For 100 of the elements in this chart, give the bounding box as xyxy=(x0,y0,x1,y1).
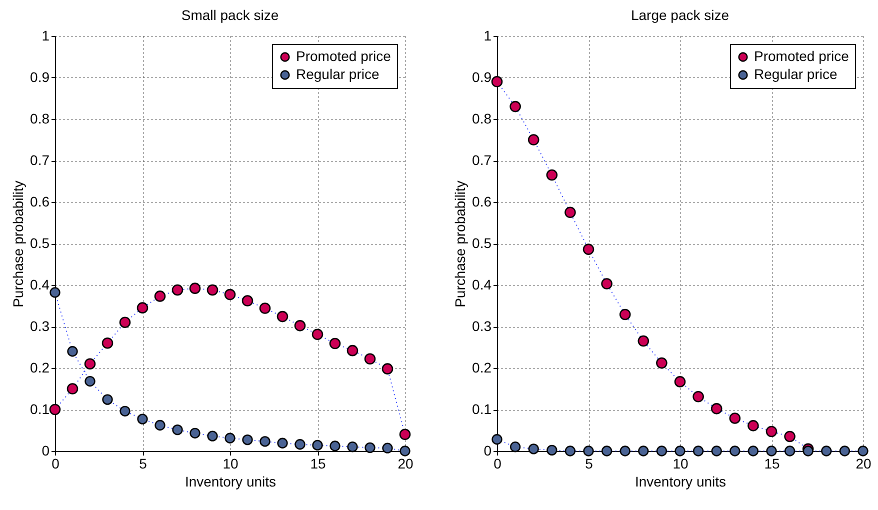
y-tick-label: 0.7 xyxy=(30,152,50,168)
y-tick-label: 0.6 xyxy=(472,194,492,210)
point xyxy=(259,302,271,314)
point xyxy=(364,442,376,454)
point xyxy=(583,446,594,456)
point xyxy=(242,295,254,306)
point xyxy=(638,335,650,347)
point xyxy=(766,446,777,456)
x-tick-label: 15 xyxy=(310,456,326,472)
point xyxy=(154,290,166,302)
point xyxy=(206,284,218,296)
point xyxy=(364,353,376,365)
y-tick-label: 1 xyxy=(484,28,492,44)
point xyxy=(400,446,410,456)
y-tick-label: 0.5 xyxy=(30,235,50,251)
point xyxy=(748,446,759,456)
point xyxy=(312,328,324,340)
point xyxy=(582,244,594,255)
x-tick-label: 20 xyxy=(856,456,872,472)
point xyxy=(491,76,503,88)
point xyxy=(510,100,521,112)
point xyxy=(260,436,270,447)
point xyxy=(784,446,796,456)
point xyxy=(347,442,358,452)
legend-label: Promoted price xyxy=(296,48,392,64)
y-tick-label: 0.5 xyxy=(472,235,492,251)
point xyxy=(784,430,796,442)
point xyxy=(619,308,631,320)
point xyxy=(312,440,323,451)
y-tick-label: 0.3 xyxy=(30,318,50,334)
point xyxy=(120,406,130,416)
y-tick-label: 0.6 xyxy=(30,194,50,210)
x-axis-title: Inventory units xyxy=(184,474,276,490)
point xyxy=(656,357,668,369)
point xyxy=(710,403,722,414)
point xyxy=(224,288,236,300)
point xyxy=(224,432,236,444)
point xyxy=(674,446,686,456)
x-tick-label: 20 xyxy=(398,456,414,472)
legend-label: Promoted price xyxy=(754,48,850,64)
x-tick-label: 0 xyxy=(52,456,60,472)
point xyxy=(528,444,539,454)
x-axis-title: Inventory units xyxy=(634,474,726,490)
point xyxy=(564,446,576,456)
x-tick-label: 5 xyxy=(139,456,148,472)
point xyxy=(711,446,722,456)
point xyxy=(84,358,96,370)
y-tick-label: 0.7 xyxy=(472,152,492,168)
point xyxy=(207,430,218,442)
point xyxy=(601,446,612,456)
point xyxy=(49,404,61,416)
point xyxy=(399,428,411,440)
chart-title: Large pack size xyxy=(630,7,730,23)
point xyxy=(729,412,741,424)
point xyxy=(620,446,630,456)
y-tick-label: 0 xyxy=(484,442,492,458)
point xyxy=(638,446,649,456)
x-tick-label: 0 xyxy=(494,456,502,472)
y-tick-label: 0 xyxy=(42,442,50,458)
point xyxy=(601,278,612,290)
point xyxy=(674,376,686,388)
point xyxy=(564,206,576,218)
point xyxy=(119,316,131,328)
y-tick-label: 0.3 xyxy=(472,318,492,334)
point xyxy=(294,320,306,332)
point xyxy=(382,363,394,374)
point xyxy=(294,439,306,450)
point xyxy=(277,438,288,448)
point xyxy=(242,434,253,446)
point xyxy=(154,420,166,431)
point xyxy=(330,440,340,452)
chart-title: Small pack size xyxy=(181,7,279,23)
y-tick-label: 1 xyxy=(42,28,50,44)
y-tick-label: 0.2 xyxy=(472,360,492,376)
point xyxy=(189,282,201,294)
point xyxy=(802,446,814,456)
y-tick-label: 0.9 xyxy=(30,69,50,85)
y-tick-label: 0.1 xyxy=(30,401,50,417)
point xyxy=(858,446,868,456)
point xyxy=(382,442,393,454)
point xyxy=(102,394,113,405)
point xyxy=(692,390,704,402)
point xyxy=(136,302,148,314)
point xyxy=(172,424,183,436)
y-tick-label: 0.8 xyxy=(30,110,50,126)
x-tick-label: 10 xyxy=(222,456,238,472)
point xyxy=(546,444,558,456)
x-tick-label: 15 xyxy=(764,456,780,472)
point xyxy=(656,446,668,456)
point xyxy=(67,346,78,357)
point xyxy=(346,344,358,356)
y-tick-label: 0.1 xyxy=(472,401,492,417)
point xyxy=(839,446,850,456)
y-axis-title: Purchase probability xyxy=(10,180,26,308)
legend-label: Regular price xyxy=(296,66,380,82)
point xyxy=(102,337,114,349)
legend-label: Regular price xyxy=(754,66,838,82)
x-tick-label: 5 xyxy=(585,456,594,472)
y-tick-label: 0.2 xyxy=(30,360,50,376)
y-tick-label: 0.8 xyxy=(472,110,492,126)
